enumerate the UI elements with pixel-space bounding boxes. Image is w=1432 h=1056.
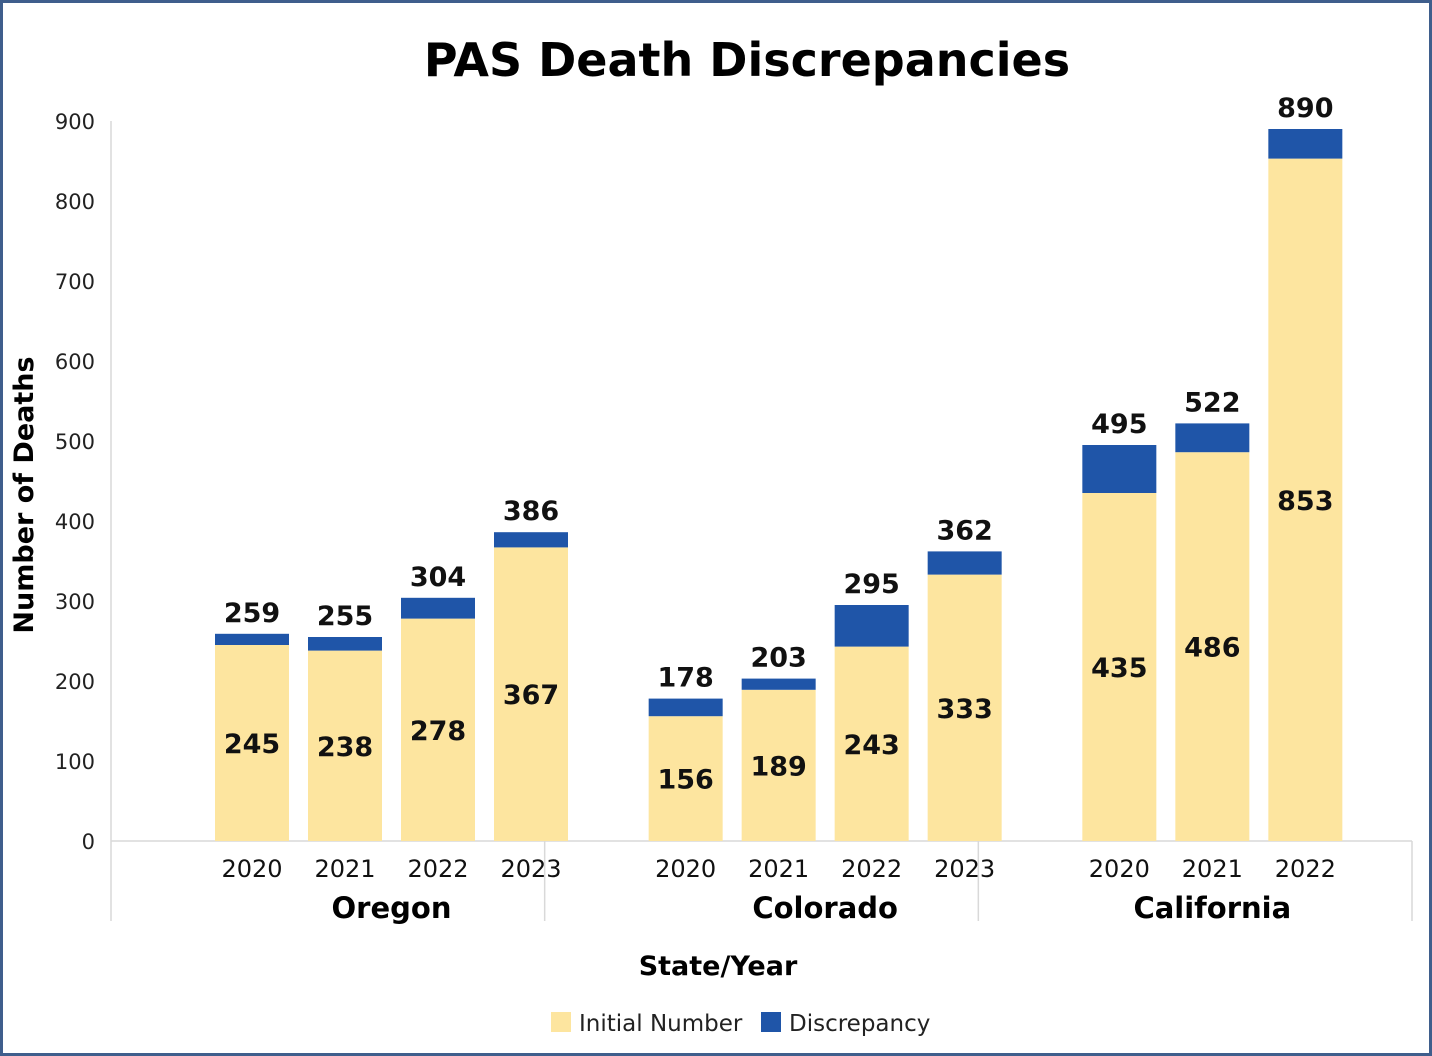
data-label-total: 259 [224,598,280,629]
data-labels: 245 259 238 255 278 304 367 386 156 178 189 203 243 2… [224,93,1334,796]
data-label-initial: 189 [750,751,806,782]
bar-discrepancy [834,605,909,647]
y-tick-label: 800 [55,190,95,214]
y-tick-label: 500 [55,430,95,454]
y-tick-label: 700 [55,270,95,294]
group-label: Colorado [752,891,898,925]
data-label-total: 295 [843,569,899,600]
x-tick-label: 2020 [1089,855,1150,883]
data-label-initial: 486 [1184,633,1240,664]
bar-initial-number [401,618,475,841]
bar-discrepancy [648,698,723,717]
bar-initial-number [741,689,816,841]
group-label: California [1133,891,1291,925]
x-axis: 2020 2021 2022 2023 Oregon 2020 2021 2022 2023 Co… [110,840,1413,925]
data-label-initial: 333 [936,694,992,725]
y-tick-label: 400 [55,510,95,534]
bar-initial-number [1268,158,1343,842]
bar-initial-number [1175,452,1250,841]
bar-discrepancy [1082,445,1157,493]
data-label-initial: 853 [1277,486,1333,517]
bar-initial-number [834,646,909,841]
x-tick-label: 2022 [407,855,468,883]
x-tick-label: 2020 [221,855,282,883]
data-label-total: 890 [1277,93,1333,124]
x-tick-label: 2022 [1275,855,1336,883]
x-tick-label: 2021 [314,855,375,883]
bar-discrepancy [927,551,1002,575]
bar-initial-number [648,716,723,841]
bar-discrepancy [741,678,816,690]
data-label-initial: 367 [503,680,559,711]
legend-swatch-discrepancy [761,1012,781,1032]
bar-initial-number [308,650,382,841]
x-tick-label: 2021 [748,855,809,883]
bar-discrepancy [494,532,568,548]
bar-discrepancy [215,633,289,645]
data-label-initial: 238 [317,732,373,763]
data-label-initial: 278 [410,716,466,747]
y-axis-label: Number of Deaths [9,356,40,633]
x-tick-label: 2021 [1182,855,1243,883]
bar-discrepancy [1175,423,1250,453]
group-label: Oregon [332,891,452,925]
data-label-initial: 156 [657,765,713,796]
y-tick-label: 100 [55,750,95,774]
data-label-total: 255 [317,601,373,632]
chart-canvas: PAS Death Discrepancies 0 100 200 300 400 500… [9,33,1413,1037]
y-tick-label: 0 [82,830,95,854]
y-tick-label: 900 [55,110,95,134]
x-axis-label: State/Year [639,951,798,982]
bars [215,129,1343,842]
data-label-total: 362 [936,515,992,546]
y-axis: 0 100 200 300 400 500 600 700 800 900 [55,110,112,854]
bar-discrepancy [1268,129,1343,159]
legend-label-initial-number: Initial Number [579,1011,743,1037]
legend-label-discrepancy: Discrepancy [789,1011,930,1037]
data-label-initial: 435 [1091,653,1147,684]
legend-swatch-initial-number [551,1012,571,1032]
data-label-total: 203 [750,643,806,674]
data-label-initial: 245 [224,729,280,760]
y-tick-label: 600 [55,350,95,374]
bar-initial-number [1082,493,1157,841]
data-label-total: 522 [1184,387,1240,418]
y-tick-label: 200 [55,670,95,694]
x-tick-label: 2023 [934,855,995,883]
x-tick-label: 2020 [655,855,716,883]
chart-title: PAS Death Discrepancies [424,33,1070,87]
bar-initial-number [215,645,289,841]
y-tick-label: 300 [55,590,95,614]
data-label-total: 495 [1091,409,1147,440]
bar-discrepancy [308,637,382,651]
legend: Initial Number Discrepancy [551,1011,930,1037]
data-label-total: 178 [657,663,713,694]
x-tick-label: 2023 [500,855,561,883]
data-label-total: 386 [503,496,559,527]
bar-initial-number [494,547,568,841]
bar-discrepancy [401,597,475,619]
data-label-total: 304 [410,562,466,593]
data-label-initial: 243 [843,730,899,761]
bar-initial-number [927,574,1002,841]
x-tick-label: 2022 [841,855,902,883]
